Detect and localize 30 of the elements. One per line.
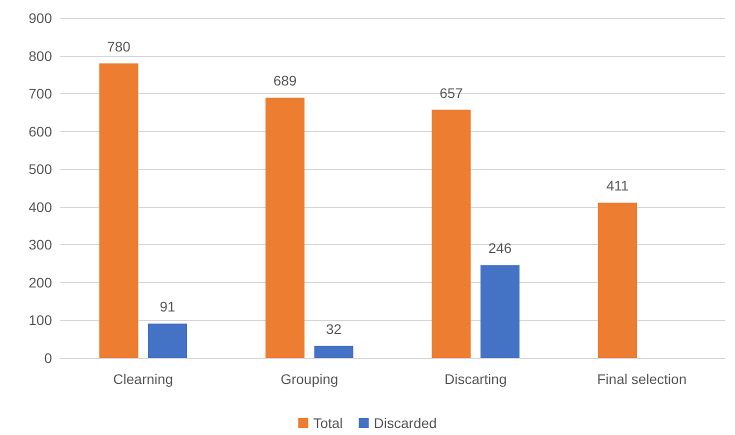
y-tick-label: 800	[28, 48, 52, 64]
y-tick-label: 900	[28, 10, 52, 26]
bar	[148, 324, 187, 358]
data-label: 657	[440, 84, 464, 101]
data-label: 411	[606, 178, 629, 194]
y-tick-label: 500	[28, 161, 52, 178]
y-tick-label: 400	[28, 198, 52, 215]
x-tick-label: Discarting	[444, 371, 507, 387]
y-tick-label: 0	[44, 350, 52, 366]
y-tick-label: 100	[28, 312, 52, 328]
data-label: 780	[107, 38, 131, 54]
bar	[99, 63, 138, 358]
x-tick-label: Clearning	[113, 371, 174, 387]
y-tick-label: 700	[28, 86, 52, 102]
y-tick-label: 200	[28, 274, 52, 290]
x-tick-label: Final selection	[597, 371, 687, 387]
bar	[266, 98, 304, 358]
y-tick-label: 300	[28, 236, 52, 253]
bar	[480, 265, 520, 358]
bar	[432, 110, 471, 358]
data-label: 689	[273, 72, 297, 89]
legend-label: Discarded	[374, 415, 437, 431]
y-tick-label: 600	[28, 123, 52, 140]
data-label: 246	[488, 240, 512, 256]
legend-label: Total	[313, 415, 343, 431]
data-label: 32	[326, 320, 342, 337]
data-label: 91	[160, 298, 176, 315]
x-tick-label: Grouping	[280, 371, 338, 387]
bar	[314, 346, 354, 358]
bar	[598, 202, 637, 358]
